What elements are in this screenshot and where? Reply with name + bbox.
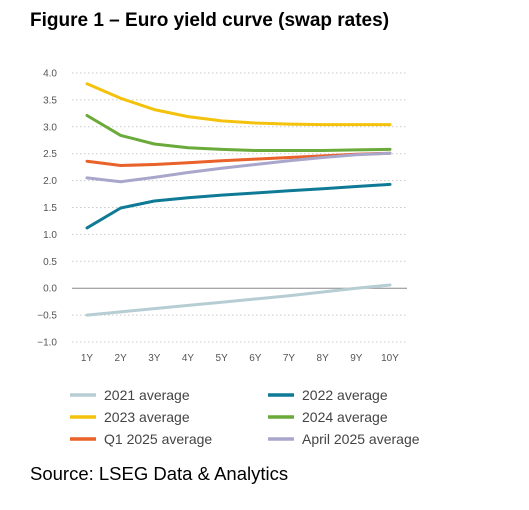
y-tick-label: 2.0	[43, 176, 57, 187]
series-line	[85, 151, 392, 184]
x-tick-label: 4Y	[182, 353, 195, 364]
x-tick-label: 6Y	[249, 353, 262, 364]
y-tick-label: 1.5	[43, 203, 57, 214]
y-tick-label: 0.5	[43, 257, 57, 268]
series-line	[85, 283, 392, 317]
x-tick-label: 5Y	[216, 353, 229, 364]
x-tick-label: 1Y	[81, 353, 94, 364]
y-tick-label: 0.0	[43, 284, 57, 295]
source-note: Source: LSEG Data & Analytics	[30, 463, 289, 484]
y-tick-label: −1.0	[37, 338, 57, 349]
legend-label: Q1 2025 average	[104, 431, 212, 447]
y-tick-label: 1.0	[43, 230, 57, 241]
yield-curve-chart: 4.0 3.5 3.0 2.5 2.0 1.5 1.0 0.5 0.0 −0.5 −1.0 1Y 2Y…	[37, 69, 420, 448]
x-tick-label: 9Y	[350, 353, 363, 364]
x-tick-label: 8Y	[317, 353, 330, 364]
series-line	[85, 114, 392, 152]
x-tick-label: 2Y	[115, 353, 128, 364]
y-tick-label: 4.0	[43, 69, 57, 80]
y-axis-tick-labels: 4.0 3.5 3.0 2.5 2.0 1.5 1.0 0.5 0.0 −0.5 −1.0	[37, 69, 57, 349]
y-tick-label: 3.5	[43, 95, 57, 106]
y-tick-label: 2.5	[43, 149, 57, 160]
x-tick-label: 3Y	[148, 353, 161, 364]
x-axis-tick-labels: 1Y 2Y 3Y 4Y 5Y 6Y 7Y 8Y 9Y 10Y	[81, 353, 399, 364]
figure-title: Figure 1 – Euro yield curve (swap rates)	[30, 10, 390, 31]
series-line	[85, 82, 392, 127]
series-lines	[85, 82, 392, 317]
x-tick-label: 10Y	[381, 353, 399, 364]
legend-label: 2023 average	[104, 409, 190, 425]
x-tick-label: 7Y	[283, 353, 296, 364]
y-tick-label: −0.5	[37, 311, 57, 322]
legend-label: 2024 average	[302, 409, 388, 425]
chart-legend: 2021 average 2022 average 2023 average 2024…	[70, 387, 420, 447]
legend-label: April 2025 average	[302, 431, 420, 447]
legend-label: 2021 average	[104, 387, 190, 403]
y-tick-label: 3.0	[43, 122, 57, 133]
legend-label: 2022 average	[302, 387, 388, 403]
series-line	[85, 182, 392, 230]
